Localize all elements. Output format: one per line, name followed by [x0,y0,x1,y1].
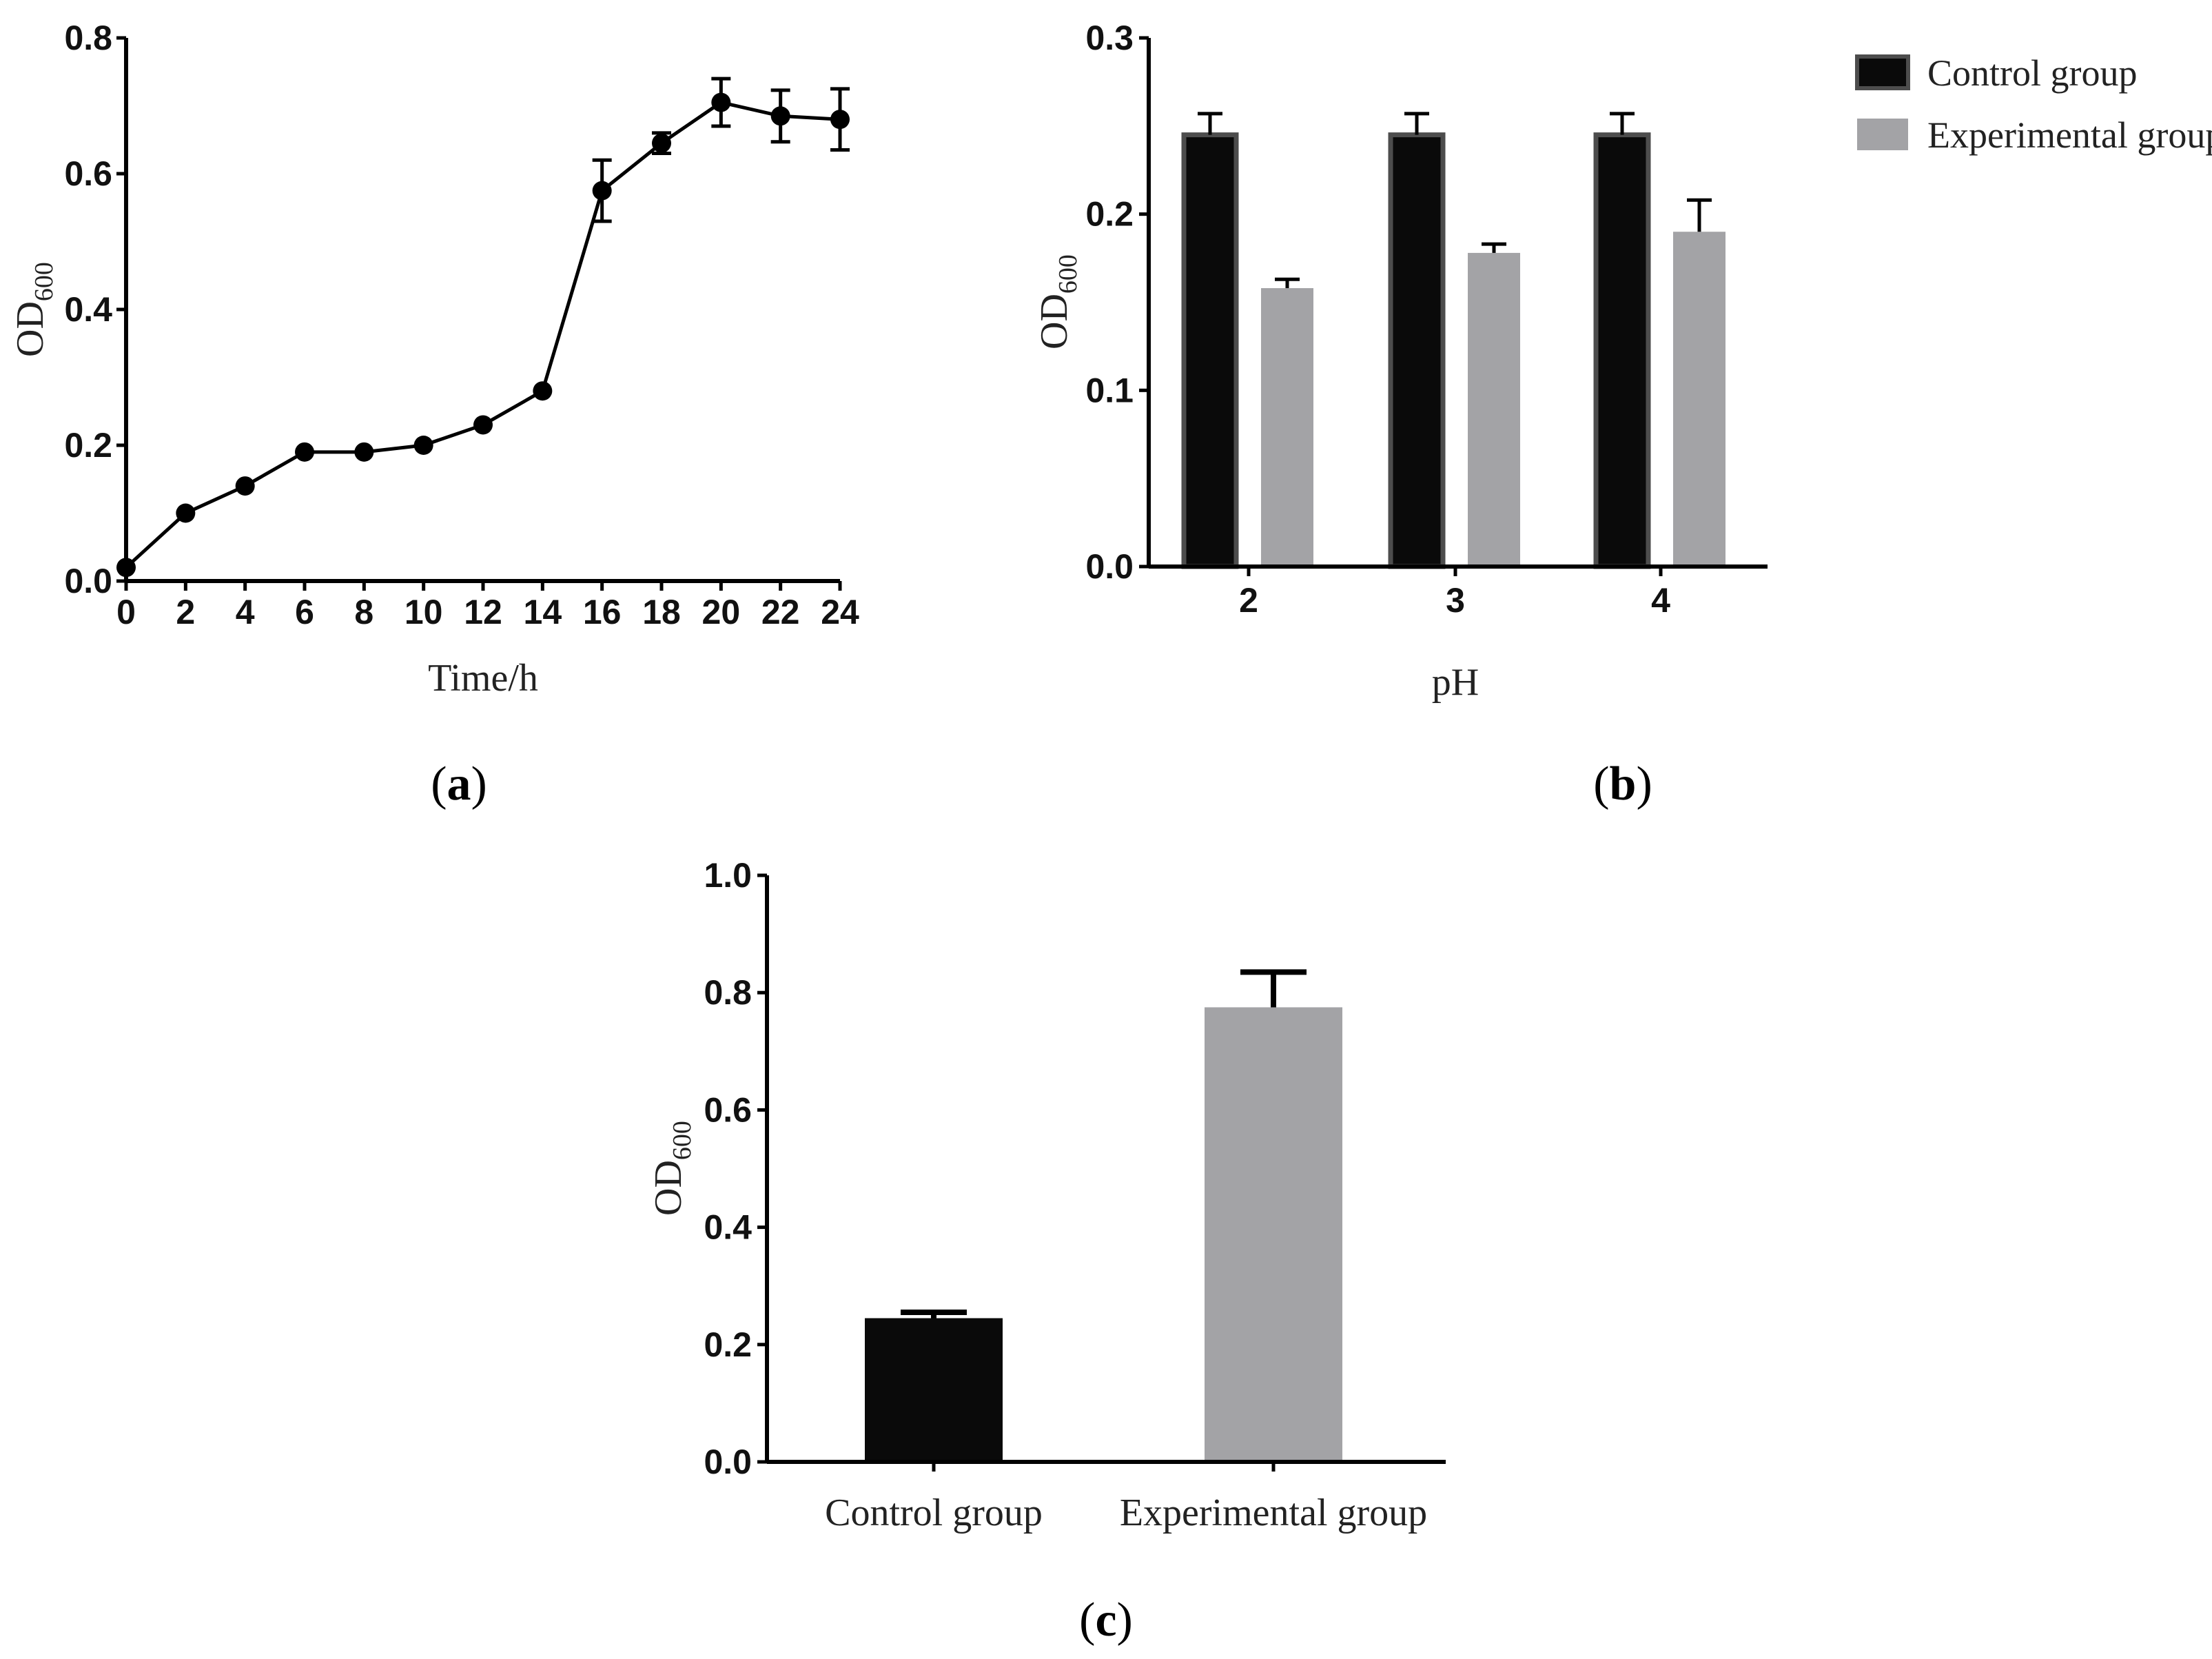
panel-c-caption: (c) [1079,1594,1133,1647]
legend-swatch-experimental [1857,119,1908,150]
panel-c-x-tick-label: Experimental group [1120,1492,1427,1534]
panel-a-x-tick-label: 8 [354,593,373,631]
panel-c-y-tick-label: 0.4 [704,1208,752,1247]
panel-a-x-tick-label: 10 [404,593,443,631]
panel-a-data-point [652,133,671,153]
panel-a-y-tick-label: 0.2 [64,426,112,465]
panel-a-data-point [176,503,196,523]
panel-a-x-tick-label: 4 [236,593,255,631]
panel-a-x-tick-label: 14 [524,593,562,631]
panel-b-x-tick-label: 2 [1239,581,1258,620]
panel-c-y-tick-label: 0.8 [704,973,752,1012]
panel-a-data-point [295,442,314,462]
panel-a-x-tick-label: 18 [642,593,681,631]
panel-b-x-tick-label: 3 [1446,581,1465,620]
panel-b-y-tick-label: 0.2 [1085,195,1134,234]
panel-c-y-tick-label: 0.6 [704,1090,752,1129]
panel-c-y-ticks: 0.0 0.2 0.4 0.6 0.8 1.0 [704,856,767,1481]
panel-a-y-tick-label: 0.6 [64,154,112,193]
panel-b-y-tick-label: 0.3 [1085,19,1134,57]
panel-a-caption: (a) [431,757,487,811]
panel-a-data-point [711,92,731,112]
panel-a-data-point [354,442,374,462]
panel-b-bar-control [1181,132,1239,569]
panel-a-x-tick-label: 22 [761,593,800,631]
panel-a-y-ticks: 0.0 0.2 0.4 0.6 0.8 [64,19,126,600]
panel-b-y-label-sub: 600 [1054,254,1083,294]
panel-b-bar-experimental [1673,232,1725,567]
panel-c-bars [865,969,1342,1462]
panel-b-bar-control [1388,132,1446,569]
panel-a-data-point [770,106,790,126]
panel-c-y-label: OD600 [647,1121,697,1216]
panel-a-x-tick-label: 24 [821,593,859,631]
panel-b-x-label: pH [1432,661,1479,704]
panel-a-x-tick-label: 0 [116,593,136,631]
panel-c-bar-experimental [1205,1007,1342,1462]
legend-label-control: Control group [1927,52,2138,94]
panel-a-y-tick-label: 0.8 [64,19,112,57]
panel-c-y-tick-label: 0.2 [704,1325,752,1364]
panel-a-points [116,92,850,578]
panel-c-x-ticks: Control group Experimental group [825,1462,1427,1534]
panel-a-line-chart: 0.00.20.40.60.8 0 2 4 6 8 10 12 14 16 18 20 22 24 Ti… [9,19,859,811]
panel-a-x-tick-label: 2 [176,593,195,631]
panel-a-x-ticks: 0 2 4 6 8 10 12 14 16 18 20 22 24 [116,581,859,631]
panel-a-x-tick-label: 12 [464,593,502,631]
legend-swatch-control [1855,54,1910,90]
panel-b-y-tick-label: 0.1 [1085,371,1134,409]
panel-a-data-point [413,436,433,455]
panel-b-y-ticks: 0.0 0.1 0.2 0.3 [1085,19,1149,586]
panel-a-series-line [125,100,841,569]
panel-a-y-label-main: OD [9,301,52,357]
panel-a-x-tick-label: 16 [583,593,622,631]
panel-b-bar-experimental [1468,252,1520,567]
panel-a-y-tick-label: 0.0 [64,562,112,600]
panel-b-x-ticks: 2 3 4 [1239,567,1670,620]
panel-c-bar-chart: 0.0 0.2 0.4 0.6 0.8 1.0 Control group Experime… [647,856,1446,1647]
panel-b-y-tick-label: 0.0 [1085,547,1134,586]
panel-a-y-label: OD600 [9,262,59,357]
panel-c-y-label-sub: 600 [668,1121,697,1160]
panel-a-data-point [533,381,553,401]
panel-b-bars [1181,112,1725,569]
panel-a-data-point [116,558,136,578]
panel-a-x-tick-label: 20 [702,593,741,631]
panel-b-bar-experimental [1261,288,1313,567]
panel-a-data-point [235,476,255,496]
panel-b-legend: Control group Experimental group [1855,52,2212,156]
panel-a-data-point [473,415,493,435]
panel-c-y-tick-label: 1.0 [704,856,752,895]
panel-a-data-point [830,110,850,130]
panel-a-data-point [592,181,612,201]
panel-c-y-tick-label: 0.0 [704,1443,752,1481]
panel-b-y-label-main: OD [1033,294,1076,349]
panel-b-y-label: OD600 [1033,254,1083,349]
legend-label-experimental: Experimental group [1927,114,2212,156]
panel-b-caption: (b) [1593,757,1652,811]
panel-c-bar-control [865,1318,1003,1462]
panel-a-x-tick-label: 6 [295,593,314,631]
panel-a-y-tick-label: 0.4 [64,290,112,329]
panel-b-bar-chart: 0.0 0.1 0.2 0.3 2 3 4 pH OD600 Control group … [1033,19,2212,811]
panel-b-bar-control [1593,132,1651,569]
panel-a-x-label: Time/h [428,657,538,700]
panel-b-x-tick-label: 4 [1651,581,1670,620]
panel-a-y-label-sub: 600 [30,262,59,301]
panel-c-y-label-main: OD [647,1160,690,1216]
panel-c-x-tick-label: Control group [825,1492,1043,1534]
